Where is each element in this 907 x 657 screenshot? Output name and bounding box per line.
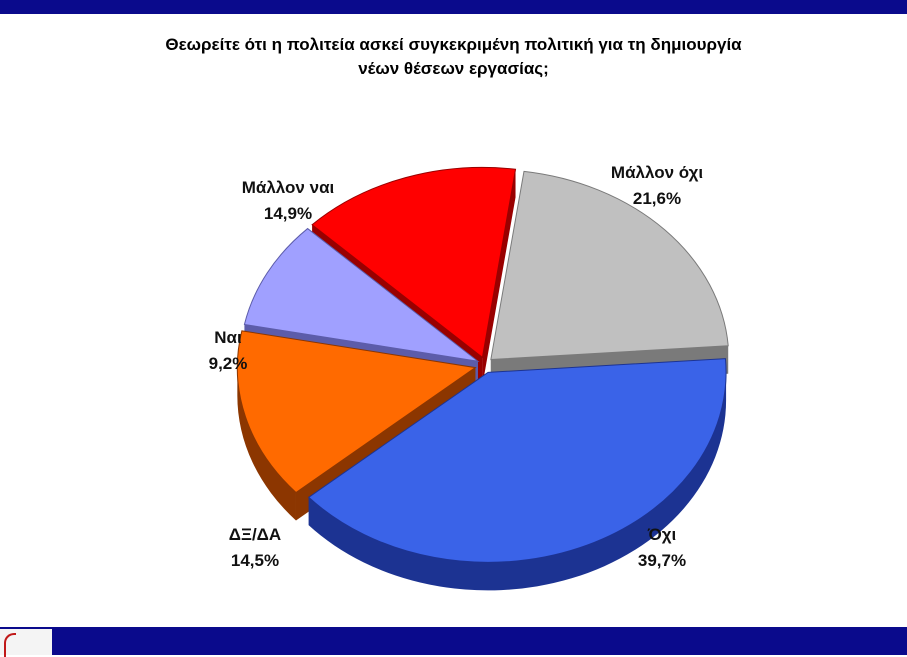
slice-label-0: Μάλλον όχι: [611, 163, 703, 182]
top-bar: [0, 0, 907, 14]
slice-value-2: 14,5%: [231, 551, 279, 570]
chart-title-line-2: νέων θέσεων εργασίας;: [358, 59, 549, 78]
slice-label-3: Ναι: [214, 328, 242, 347]
slice-label-1: Όχι: [647, 525, 677, 544]
pie-slice-3: [243, 227, 480, 363]
chart-title-line-1: Θεωρείτε ότι η πολιτεία ασκεί συγκεκριμέ…: [165, 35, 742, 54]
chart-title: Θεωρείτε ότι η πολιτεία ασκεί συγκεκριμέ…: [60, 33, 847, 81]
slice-value-4: 14,9%: [264, 204, 312, 223]
pie-slice-1: [307, 358, 727, 563]
pie-slice-4: [311, 166, 517, 359]
slice-label-2: ΔΞ/ΔΑ: [229, 525, 281, 544]
slice-value-0: 21,6%: [633, 189, 681, 208]
pie-wall-4-1: [482, 169, 516, 386]
pie-side-1-0: [308, 372, 727, 591]
logo-mark: [0, 629, 52, 657]
pie-chart: Μάλλον όχι 21,6% Όχι 39,7% ΔΞ/ΔΑ 14,5% Ναι 9,2%…: [209, 163, 729, 591]
slice-label-4: Μάλλον ναι: [242, 178, 335, 197]
pie-slice-0: [490, 170, 729, 361]
slice-value-3: 9,2%: [209, 354, 248, 373]
bottom-bar: [0, 627, 907, 655]
slice-value-1: 39,7%: [638, 551, 686, 570]
pie-side-2-0: [237, 367, 296, 521]
pie-slice-2: [236, 330, 477, 494]
